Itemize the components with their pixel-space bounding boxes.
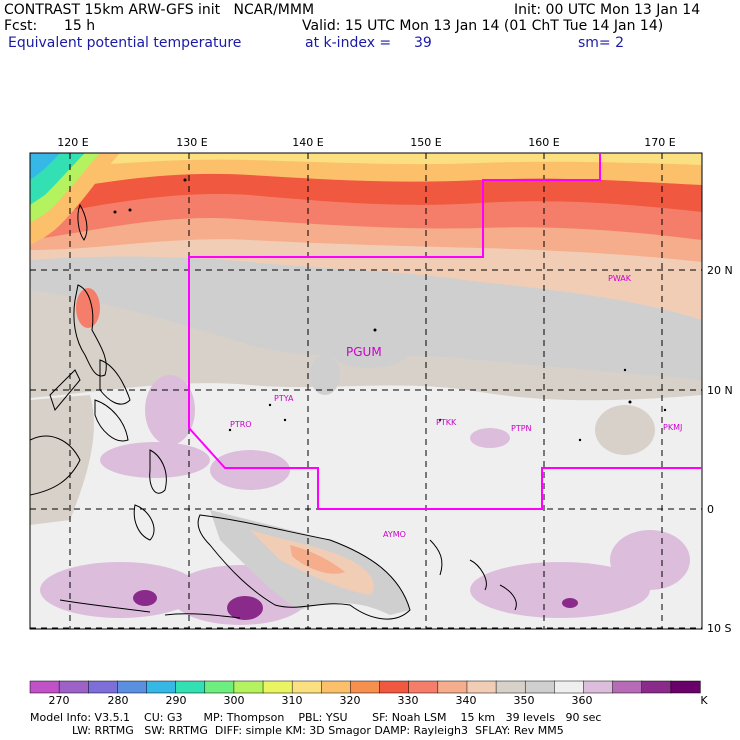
lat-label-10s: 10 S <box>707 622 731 635</box>
colorbar-tick-300: 300 <box>224 694 245 707</box>
colorbar-tick-270: 270 <box>49 694 70 707</box>
colorbar-swatch <box>291 680 322 694</box>
colorbar-swatch <box>524 680 555 694</box>
coastlines <box>30 203 517 620</box>
colorbar-tick-290: 290 <box>166 694 187 707</box>
lon-label-160e: 160 E <box>528 136 559 149</box>
colorbar-swatch <box>379 680 410 694</box>
theta-e-field <box>30 153 702 629</box>
level-label: at k-index = <box>305 35 392 51</box>
colorbar-swatch <box>583 680 614 694</box>
colorbar-swatch <box>641 680 672 694</box>
station-pkmj: PKMJ <box>663 423 682 432</box>
smoothing-value: sm= 2 <box>578 35 625 51</box>
colorbar-swatch <box>670 680 701 694</box>
station-ptro: PTRO <box>230 420 252 429</box>
islands <box>113 178 667 442</box>
colorbar-swatch <box>117 680 148 694</box>
valid-time: Valid: 15 UTC Mon 13 Jan 14 (01 ChT Tue … <box>302 18 664 34</box>
init-time: Init: 00 UTC Mon 13 Jan 14 <box>514 2 701 18</box>
colorbar-swatch <box>437 680 468 694</box>
colorbar-tick-280: 280 <box>108 694 129 707</box>
colorbar-tick-360: 360 <box>572 694 593 707</box>
forecast-hour: 15 h <box>64 18 96 34</box>
nested-domain-outline <box>188 153 702 510</box>
colorbar-swatch <box>233 680 264 694</box>
station-ptya: PTYA <box>274 394 294 403</box>
colorbar-swatch <box>262 680 293 694</box>
lat-label-20n: 20 N <box>707 264 733 277</box>
colorbar-swatch <box>466 680 497 694</box>
colorbar-tick-310: 310 <box>282 694 303 707</box>
colorbar-swatch <box>204 680 235 694</box>
lon-label-150e: 150 E <box>410 136 441 149</box>
lon-label-170e: 170 E <box>644 136 675 149</box>
colorbar-swatch <box>350 680 381 694</box>
station-ptkk: PTKK <box>436 418 457 427</box>
lon-label-120e: 120 E <box>57 136 88 149</box>
lon-label-130e: 130 E <box>176 136 207 149</box>
colorbar-unit: K <box>700 694 708 707</box>
forecast-label: Fcst: <box>4 18 38 34</box>
colorbar-tick-330: 330 <box>398 694 419 707</box>
lat-lon-grid <box>30 153 702 629</box>
colorbar-tick-320: 320 <box>340 694 361 707</box>
station-ptpn: PTPN <box>511 424 532 433</box>
field-name: Equivalent potential temperature <box>8 35 242 51</box>
colorbar-swatch <box>88 680 119 694</box>
colorbar <box>29 680 701 694</box>
level-value: 39 <box>414 35 432 51</box>
colorbar-swatch <box>408 680 439 694</box>
colorbar-tick-350: 350 <box>514 694 535 707</box>
colorbar-swatch <box>612 680 643 694</box>
model-info-line1: Model Info: V3.5.1 CU: G3 MP: Thompson P… <box>30 711 602 724</box>
run-title: CONTRAST 15km ARW-GFS init NCAR/MMM <box>4 2 315 18</box>
map-frame <box>29 152 703 630</box>
model-info-line2: LW: RRTMG SW: RRTMG DIFF: simple KM: 3D … <box>30 724 564 737</box>
colorbar-swatch <box>146 680 177 694</box>
lat-label-0: 0 <box>707 503 714 516</box>
colorbar-swatch <box>495 680 526 694</box>
colorbar-swatch <box>321 680 352 694</box>
station-aymo: AYMO <box>383 530 406 539</box>
lon-label-140e: 140 E <box>292 136 323 149</box>
colorbar-swatch <box>58 680 89 694</box>
station-pwak: PWAK <box>608 274 632 283</box>
lat-label-10n: 10 N <box>707 384 733 397</box>
colorbar-swatch <box>175 680 206 694</box>
station-pgum: PGUM <box>346 345 382 359</box>
colorbar-tick-340: 340 <box>456 694 477 707</box>
colorbar-swatch <box>554 680 585 694</box>
colorbar-swatch <box>29 680 60 694</box>
